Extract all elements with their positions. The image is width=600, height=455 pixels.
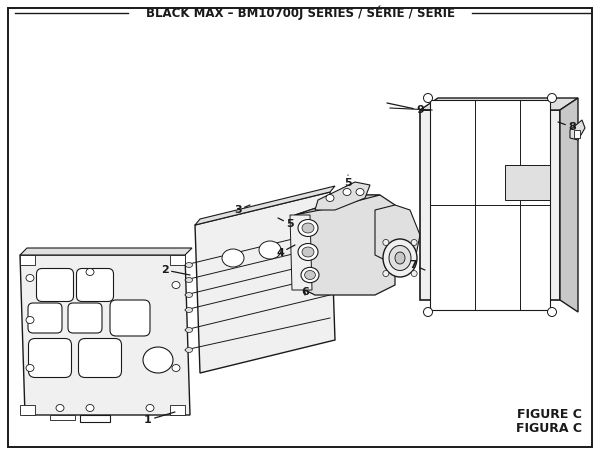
- Ellipse shape: [185, 308, 193, 313]
- Ellipse shape: [301, 268, 319, 283]
- Text: 4: 4: [276, 245, 295, 258]
- Ellipse shape: [305, 271, 316, 279]
- Polygon shape: [295, 195, 380, 215]
- Text: 5: 5: [344, 175, 352, 188]
- Text: 5: 5: [278, 218, 294, 229]
- Polygon shape: [560, 98, 578, 312]
- Polygon shape: [420, 98, 578, 110]
- FancyBboxPatch shape: [28, 303, 62, 333]
- Ellipse shape: [259, 241, 281, 259]
- Text: FIGURE C: FIGURE C: [517, 409, 582, 421]
- Ellipse shape: [424, 308, 433, 317]
- Polygon shape: [420, 110, 560, 300]
- FancyBboxPatch shape: [68, 303, 102, 333]
- Text: 8: 8: [558, 122, 576, 132]
- Ellipse shape: [222, 249, 244, 267]
- Ellipse shape: [383, 271, 389, 277]
- Polygon shape: [20, 255, 35, 265]
- Ellipse shape: [302, 247, 314, 257]
- Text: 9: 9: [387, 103, 424, 115]
- Ellipse shape: [86, 268, 94, 275]
- Polygon shape: [50, 415, 75, 420]
- Text: 1: 1: [144, 412, 175, 425]
- Polygon shape: [20, 255, 190, 415]
- Polygon shape: [574, 130, 580, 138]
- Polygon shape: [430, 100, 550, 310]
- Ellipse shape: [146, 404, 154, 411]
- Polygon shape: [375, 205, 420, 265]
- Ellipse shape: [411, 239, 417, 245]
- Ellipse shape: [297, 234, 317, 250]
- Polygon shape: [170, 405, 185, 415]
- Ellipse shape: [172, 282, 180, 288]
- Ellipse shape: [185, 293, 193, 298]
- Ellipse shape: [298, 243, 318, 261]
- Ellipse shape: [389, 246, 411, 271]
- Polygon shape: [290, 215, 312, 290]
- Polygon shape: [505, 165, 550, 200]
- Ellipse shape: [298, 219, 318, 237]
- Ellipse shape: [185, 348, 193, 353]
- Ellipse shape: [26, 317, 34, 324]
- Ellipse shape: [548, 308, 557, 317]
- FancyBboxPatch shape: [77, 268, 113, 302]
- Text: FIGURA C: FIGURA C: [516, 421, 582, 435]
- Text: 3: 3: [234, 205, 250, 215]
- Ellipse shape: [343, 188, 351, 196]
- Ellipse shape: [383, 239, 389, 245]
- Polygon shape: [315, 182, 370, 210]
- Ellipse shape: [424, 93, 433, 102]
- Ellipse shape: [356, 188, 364, 196]
- Polygon shape: [80, 415, 110, 422]
- Ellipse shape: [26, 364, 34, 371]
- Ellipse shape: [143, 347, 173, 373]
- Ellipse shape: [185, 263, 193, 268]
- Polygon shape: [20, 405, 35, 415]
- Ellipse shape: [302, 223, 314, 233]
- Ellipse shape: [548, 93, 557, 102]
- Ellipse shape: [383, 239, 417, 277]
- Ellipse shape: [172, 364, 180, 371]
- Ellipse shape: [411, 271, 417, 277]
- Ellipse shape: [326, 194, 334, 202]
- Polygon shape: [295, 195, 395, 295]
- Polygon shape: [195, 192, 335, 373]
- Text: BLACK MAX – BM10700J SERIES / SÉRIE / SERIE: BLACK MAX – BM10700J SERIES / SÉRIE / SE…: [146, 6, 455, 20]
- Text: 2: 2: [161, 265, 190, 275]
- Polygon shape: [570, 120, 585, 140]
- FancyBboxPatch shape: [110, 300, 150, 336]
- Polygon shape: [195, 186, 335, 225]
- Polygon shape: [20, 248, 192, 255]
- Ellipse shape: [86, 404, 94, 411]
- Ellipse shape: [395, 252, 405, 264]
- Polygon shape: [170, 255, 185, 265]
- FancyBboxPatch shape: [37, 268, 74, 302]
- Ellipse shape: [185, 328, 193, 333]
- Ellipse shape: [26, 274, 34, 282]
- Text: 6: 6: [301, 287, 309, 297]
- Ellipse shape: [185, 278, 193, 283]
- Ellipse shape: [56, 404, 64, 411]
- FancyBboxPatch shape: [29, 339, 71, 378]
- Text: 7: 7: [409, 260, 425, 270]
- FancyBboxPatch shape: [79, 339, 121, 378]
